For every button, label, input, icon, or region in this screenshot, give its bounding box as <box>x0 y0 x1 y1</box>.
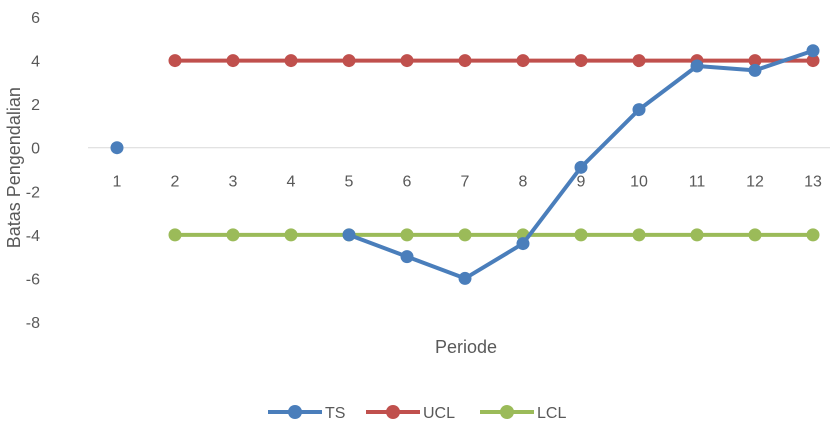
legend-label: TS <box>325 405 345 422</box>
y-tick-label: 6 <box>31 10 40 27</box>
data-point-lcl <box>168 228 182 242</box>
data-point-ts <box>748 63 762 77</box>
legend-item-ts: TS <box>268 405 345 422</box>
legend-label: UCL <box>423 405 455 422</box>
data-point-ucl <box>458 54 472 68</box>
x-tick-label: 2 <box>171 174 180 191</box>
data-point-ucl <box>226 54 240 68</box>
x-tick-label: 4 <box>287 174 296 191</box>
data-point-ts <box>690 59 704 73</box>
legend-label: LCL <box>537 405 566 422</box>
y-tick-label: 0 <box>31 141 40 158</box>
data-point-ucl <box>342 54 356 68</box>
data-point-lcl <box>690 228 704 242</box>
x-tick-label: 1 <box>113 174 122 191</box>
data-point-lcl <box>400 228 414 242</box>
legend-swatch-marker <box>288 405 302 419</box>
legend-item-ucl: UCL <box>366 405 455 422</box>
data-point-lcl <box>226 228 240 242</box>
data-point-ucl <box>632 54 646 68</box>
data-point-lcl <box>806 228 820 242</box>
legend-swatch-marker <box>386 405 400 419</box>
y-axis-title: Batas Pengendalian <box>4 87 24 248</box>
data-point-ts <box>458 271 472 285</box>
data-point-lcl <box>632 228 646 242</box>
data-point-lcl <box>458 228 472 242</box>
x-tick-label: 10 <box>630 174 648 191</box>
y-tick-label: 4 <box>31 54 40 71</box>
x-axis-ticks: 1 2 3 4 5 6 7 8 9 10 11 12 13 <box>113 174 822 191</box>
x-tick-label: 11 <box>689 174 706 191</box>
x-axis-title: Periode <box>435 337 497 357</box>
data-point-ucl <box>748 54 762 68</box>
y-tick-label: -2 <box>26 184 40 201</box>
data-point-ts <box>110 141 124 155</box>
data-point-ts <box>806 44 820 58</box>
x-tick-label: 8 <box>519 174 528 191</box>
legend-item-lcl: LCL <box>480 405 566 422</box>
data-point-ucl <box>284 54 298 68</box>
data-point-ucl <box>168 54 182 68</box>
x-tick-label: 9 <box>577 174 586 191</box>
x-tick-label: 3 <box>229 174 238 191</box>
data-point-ts <box>632 103 646 117</box>
x-tick-label: 13 <box>804 174 822 191</box>
data-point-ucl <box>806 54 820 68</box>
x-tick-label: 6 <box>403 174 412 191</box>
series-ts <box>110 44 820 285</box>
series-lcl <box>168 228 820 242</box>
y-tick-label: -6 <box>26 271 40 288</box>
y-tick-label: 2 <box>31 97 40 114</box>
x-tick-label: 5 <box>345 174 354 191</box>
data-point-ts <box>574 160 588 174</box>
series-layer <box>110 44 820 285</box>
y-tick-label: -4 <box>26 228 40 245</box>
data-point-ucl <box>400 54 414 68</box>
data-point-ts <box>342 228 356 242</box>
y-axis-ticks: 6 4 2 0 -2 -4 -6 -8 <box>26 10 40 332</box>
x-tick-label: 7 <box>461 174 470 191</box>
legend: TS UCL LCL <box>268 405 566 422</box>
data-point-lcl <box>284 228 298 242</box>
legend-swatch-marker <box>500 405 514 419</box>
data-point-ucl <box>574 54 588 68</box>
data-point-ucl <box>516 54 530 68</box>
data-point-ts <box>400 250 414 264</box>
data-point-lcl <box>748 228 762 242</box>
x-tick-label: 12 <box>746 174 764 191</box>
y-tick-label: -8 <box>26 315 40 332</box>
series-ucl <box>168 54 820 68</box>
data-point-ts <box>516 237 530 251</box>
data-point-lcl <box>574 228 588 242</box>
